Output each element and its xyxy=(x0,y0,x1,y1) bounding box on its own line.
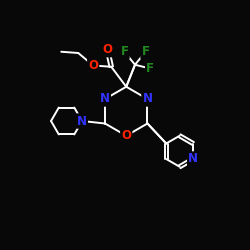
Text: N: N xyxy=(100,92,110,106)
Text: O: O xyxy=(121,129,131,142)
Text: F: F xyxy=(120,45,128,58)
Text: F: F xyxy=(146,62,154,75)
Text: F: F xyxy=(142,45,150,58)
Text: N: N xyxy=(77,114,87,128)
Text: O: O xyxy=(88,59,98,72)
Text: F: F xyxy=(146,62,154,75)
Text: N: N xyxy=(142,92,152,106)
Text: N: N xyxy=(142,92,152,106)
Text: O: O xyxy=(121,129,131,142)
Text: F: F xyxy=(142,45,150,58)
Text: F: F xyxy=(120,45,128,58)
Text: O: O xyxy=(102,43,113,56)
Text: O: O xyxy=(88,59,98,72)
Text: N: N xyxy=(188,152,198,166)
Text: N: N xyxy=(100,92,110,106)
Text: N: N xyxy=(188,152,198,166)
Text: O: O xyxy=(102,43,113,56)
Text: N: N xyxy=(77,114,87,128)
